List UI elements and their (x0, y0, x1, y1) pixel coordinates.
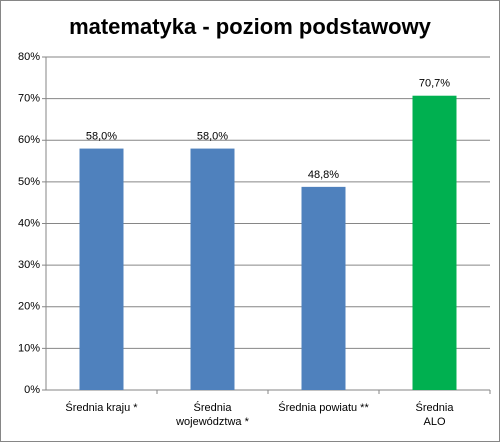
x-tick-label: Średnia ALO (416, 401, 455, 428)
value-label: 58,0% (197, 130, 228, 142)
value-label: 48,8% (308, 169, 339, 181)
value-label: 70,7% (419, 78, 450, 90)
y-tick-label: 20% (18, 301, 40, 313)
y-tick-label: 70% (18, 93, 40, 105)
value-label: 58,0% (86, 130, 117, 142)
bar (301, 186, 346, 390)
x-tick-label: Średnia kraju * (65, 401, 138, 414)
y-tick-label: 0% (24, 384, 40, 396)
bar (79, 148, 124, 390)
y-tick-label: 80% (18, 51, 40, 63)
x-tick-label: Średnia województwa * (175, 401, 249, 428)
bar (190, 148, 235, 390)
bar (412, 95, 457, 391)
x-tick-label: Średnia powiatu ** (278, 401, 369, 414)
y-tick-label: 60% (18, 134, 40, 146)
y-tick-label: 30% (18, 259, 40, 271)
y-tick-label: 10% (18, 342, 40, 354)
chart-title: matematyka - poziom podstawowy (69, 14, 432, 39)
y-tick-label: 50% (18, 176, 40, 188)
y-tick-label: 40% (18, 217, 40, 229)
